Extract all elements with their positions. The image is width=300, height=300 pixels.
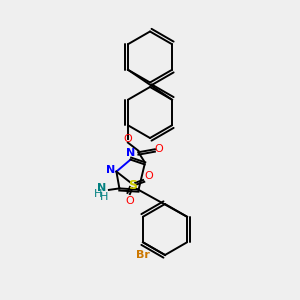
Text: H: H <box>100 192 109 202</box>
Text: O: O <box>125 196 134 206</box>
Text: Br: Br <box>136 250 150 260</box>
Text: N: N <box>97 183 106 193</box>
Text: N: N <box>126 148 135 158</box>
Text: H: H <box>94 189 103 200</box>
Text: N: N <box>106 165 115 175</box>
Text: O: O <box>123 134 132 144</box>
Text: O: O <box>145 171 154 181</box>
Text: O: O <box>154 144 163 154</box>
Text: S: S <box>128 178 137 192</box>
